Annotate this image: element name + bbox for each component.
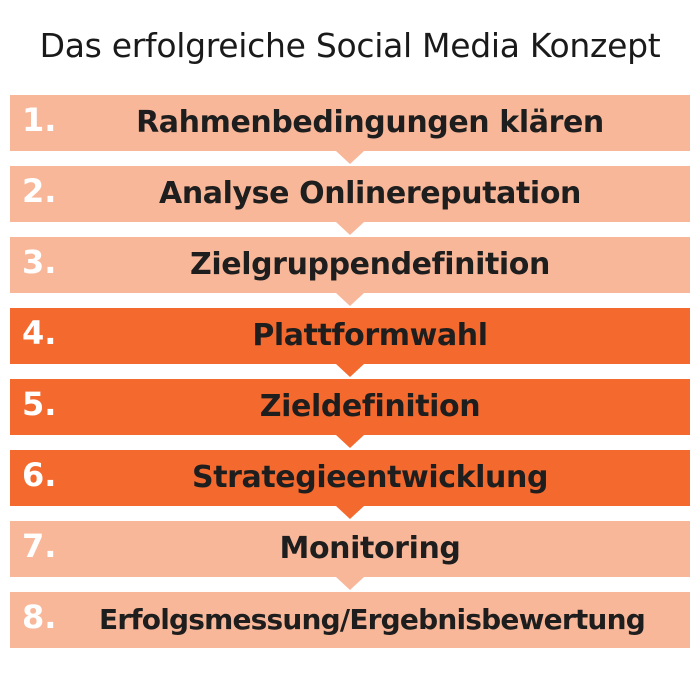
step-label: Zielgruppendefinition xyxy=(190,247,550,282)
step-7: 7. Monitoring xyxy=(10,521,690,590)
step-2: 2. Analyse Onlinereputation xyxy=(10,166,690,235)
step-4: 4. Plattformwahl xyxy=(10,308,690,377)
step-1: 1. Rahmenbedingungen klären xyxy=(10,95,690,164)
step-number: 4. xyxy=(22,314,57,352)
down-arrow-icon xyxy=(336,222,364,235)
step-label: Strategieentwicklung xyxy=(191,460,549,495)
step-number: 3. xyxy=(22,243,57,281)
step-number: 5. xyxy=(22,385,57,423)
down-arrow-icon xyxy=(336,364,364,377)
step-number: 2. xyxy=(22,172,57,210)
step-label: Erfolgsmessung/Ergebnisbewertung xyxy=(99,603,646,636)
step-8: 8. Erfolgsmessung/Ergebnisbewertung xyxy=(10,592,690,648)
page-title: Das erfolgreiche Social Media Konzept xyxy=(39,26,661,65)
step-5: 5. Zieldefinition xyxy=(10,379,690,448)
down-arrow-icon xyxy=(336,577,364,590)
step-label: Monitoring xyxy=(279,531,461,566)
step-label: Rahmenbedingungen klären xyxy=(136,105,604,140)
step-6: 6. Strategieentwicklung xyxy=(10,450,690,519)
down-arrow-icon xyxy=(336,506,364,519)
step-number: 7. xyxy=(22,527,57,565)
down-arrow-icon xyxy=(336,435,364,448)
step-label: Zieldefinition xyxy=(259,389,481,424)
step-number: 8. xyxy=(22,598,57,636)
step-label: Plattformwahl xyxy=(252,318,488,353)
down-arrow-icon xyxy=(336,293,364,306)
down-arrow-icon xyxy=(336,151,364,164)
step-number: 6. xyxy=(22,456,57,494)
step-3: 3. Zielgruppendefinition xyxy=(10,237,690,306)
step-label: Analyse Onlinereputation xyxy=(159,176,581,211)
step-number: 1. xyxy=(22,101,57,139)
